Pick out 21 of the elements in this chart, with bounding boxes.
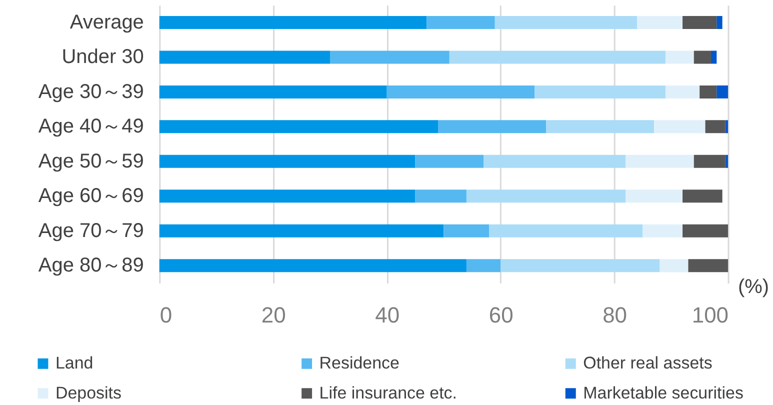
legend-label: Life insurance etc. bbox=[319, 383, 458, 402]
legend-label: Land bbox=[55, 354, 94, 373]
y-tick-label: Age 50～59 bbox=[38, 150, 144, 172]
y-tick-label: Age 70～79 bbox=[38, 220, 144, 242]
x-tick-label: 0 bbox=[160, 302, 172, 328]
x-tick-label: 100 bbox=[692, 302, 729, 328]
x-tick-label: 80 bbox=[602, 302, 628, 328]
x-tick-label: 40 bbox=[375, 302, 400, 328]
legend-label: Deposits bbox=[55, 383, 122, 402]
y-tick-label: Under 30 bbox=[62, 46, 144, 68]
y-tick-label: Age 30～39 bbox=[38, 80, 144, 103]
legend-label: Marketable securities bbox=[583, 383, 744, 402]
x-tick-label: 60 bbox=[488, 302, 514, 328]
y-tick-label: Age 80～89 bbox=[38, 254, 144, 277]
text: (%) bbox=[738, 276, 770, 298]
legend-label: Other real assets bbox=[583, 354, 712, 373]
x-tick-label: 20 bbox=[261, 302, 286, 328]
legend-label: Residence bbox=[319, 354, 400, 373]
y-tick-label: Average bbox=[70, 11, 144, 34]
y-tick-label: Age 40～49 bbox=[38, 116, 144, 138]
y-tick-label: Age 60～69 bbox=[38, 185, 144, 208]
